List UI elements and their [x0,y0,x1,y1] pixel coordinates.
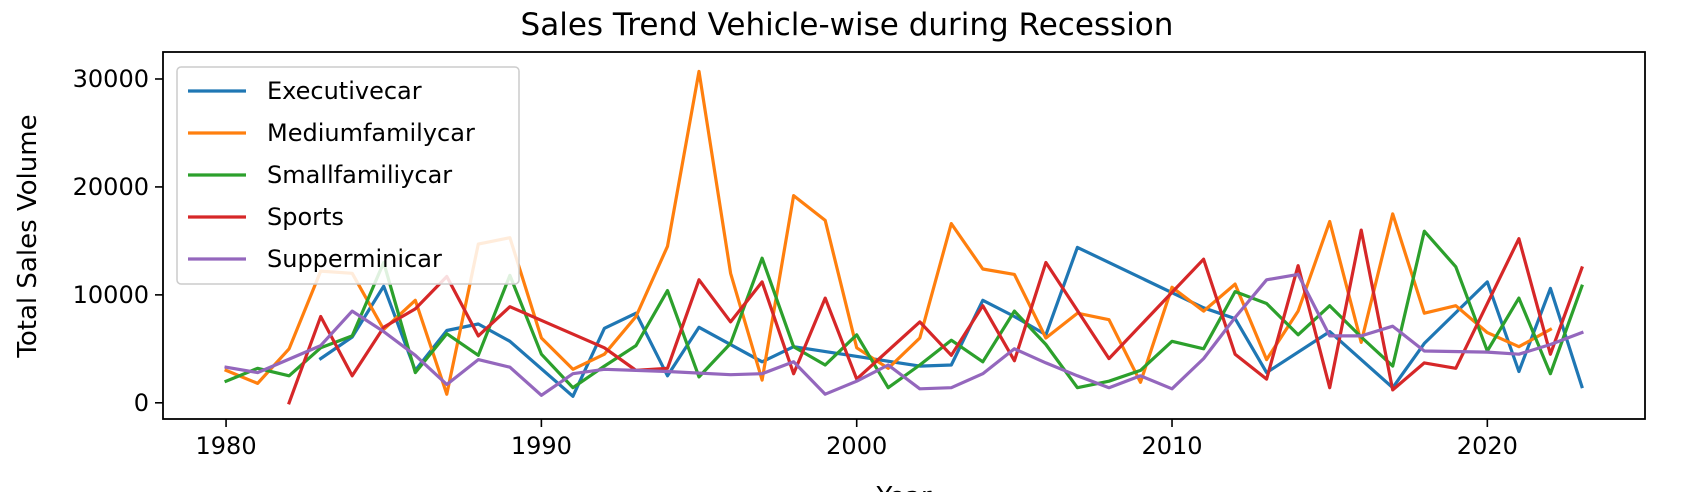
x-axis-title: Year [875,482,931,492]
series-line-sports [287,228,1584,405]
y-tick-label: 0 [134,389,149,417]
x-tick-label: 2020 [1457,432,1518,460]
legend-box [176,66,520,285]
y-tick-label: 20000 [73,173,149,201]
x-tick-label: 2010 [1141,432,1202,460]
y-axis-title: Total Sales Volume [13,114,43,358]
x-tick-label: 1980 [196,432,257,460]
plot-area [162,51,1646,420]
y-axis: 0 10000 20000 30000 [73,65,163,417]
legend-label-smallfamiliycar: Smallfamiliycar [267,161,452,189]
legend-label-supperminicar: Supperminicar [267,245,442,273]
series-lines [224,69,1584,405]
series-line-mediumfamilycar [224,69,1553,396]
y-tick-label: 10000 [73,281,149,309]
legend-label-sports: Sports [267,203,344,231]
legend-label-mediumfamilycar: Mediumfamilycar [267,119,475,147]
x-axis: 1980 1990 2000 2010 2020 [196,419,1518,460]
legend: Executivecar Mediumfamilycar Smallfamiliyc… [176,66,520,285]
series-line-supperminicar [224,272,1584,397]
x-tick-label: 1990 [511,432,572,460]
y-tick-label: 30000 [73,65,149,93]
legend-label-executivecar: Executivecar [267,77,422,105]
chart-title: Sales Trend Vehicle-wise during Recessio… [521,7,1174,43]
x-tick-label: 2000 [826,432,887,460]
